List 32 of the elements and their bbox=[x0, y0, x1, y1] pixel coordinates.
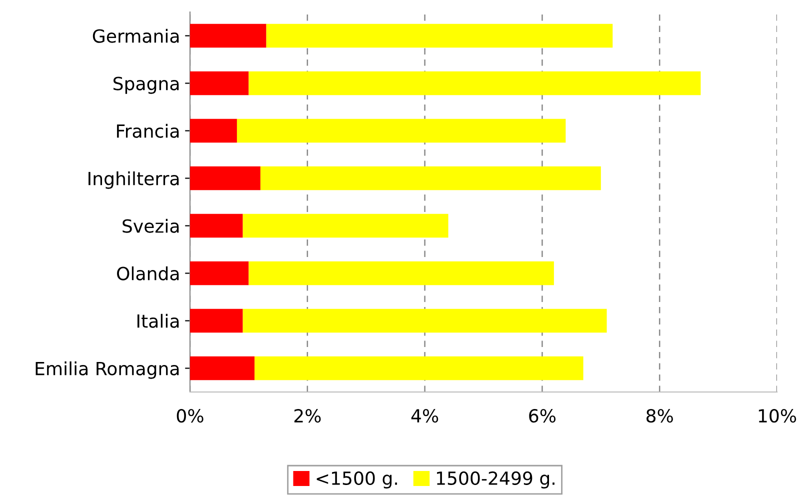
bar bbox=[190, 261, 249, 286]
bar bbox=[190, 24, 266, 48]
y-tick-label: Inghilterra bbox=[88, 171, 179, 189]
bar bbox=[266, 24, 613, 48]
bar bbox=[242, 308, 607, 333]
y-tick-label: Emilia Romagna bbox=[36, 361, 179, 379]
y-tick-label: Olanda bbox=[117, 266, 179, 280]
bar bbox=[190, 308, 243, 333]
x-tick-label: 2% bbox=[294, 408, 321, 423]
bar bbox=[260, 166, 601, 190]
y-tick-label: Francia bbox=[117, 124, 179, 138]
y-tick-label: Svezia bbox=[122, 218, 179, 233]
bar bbox=[236, 118, 566, 143]
x-tick-label: 8% bbox=[646, 408, 673, 423]
bar bbox=[248, 71, 701, 96]
x-tick-label: 0% bbox=[176, 408, 204, 423]
bar bbox=[254, 356, 584, 380]
y-tick-label: Spagna bbox=[114, 76, 179, 94]
legend-label: 1500-2499 g. bbox=[437, 471, 554, 489]
bar bbox=[248, 261, 554, 286]
x-tick-label: 4% bbox=[411, 408, 438, 423]
legend-label: <1500 g. bbox=[316, 471, 397, 489]
bar bbox=[190, 166, 260, 190]
bar bbox=[242, 214, 448, 238]
bar bbox=[190, 118, 237, 143]
bar bbox=[190, 71, 249, 96]
bar bbox=[190, 356, 255, 380]
bar bbox=[190, 214, 243, 238]
x-tick-label: 10% bbox=[758, 408, 796, 423]
y-tick-label: Germania bbox=[92, 28, 179, 43]
x-tick-label: 6% bbox=[529, 408, 556, 423]
y-tick-label: Italia bbox=[137, 314, 179, 328]
